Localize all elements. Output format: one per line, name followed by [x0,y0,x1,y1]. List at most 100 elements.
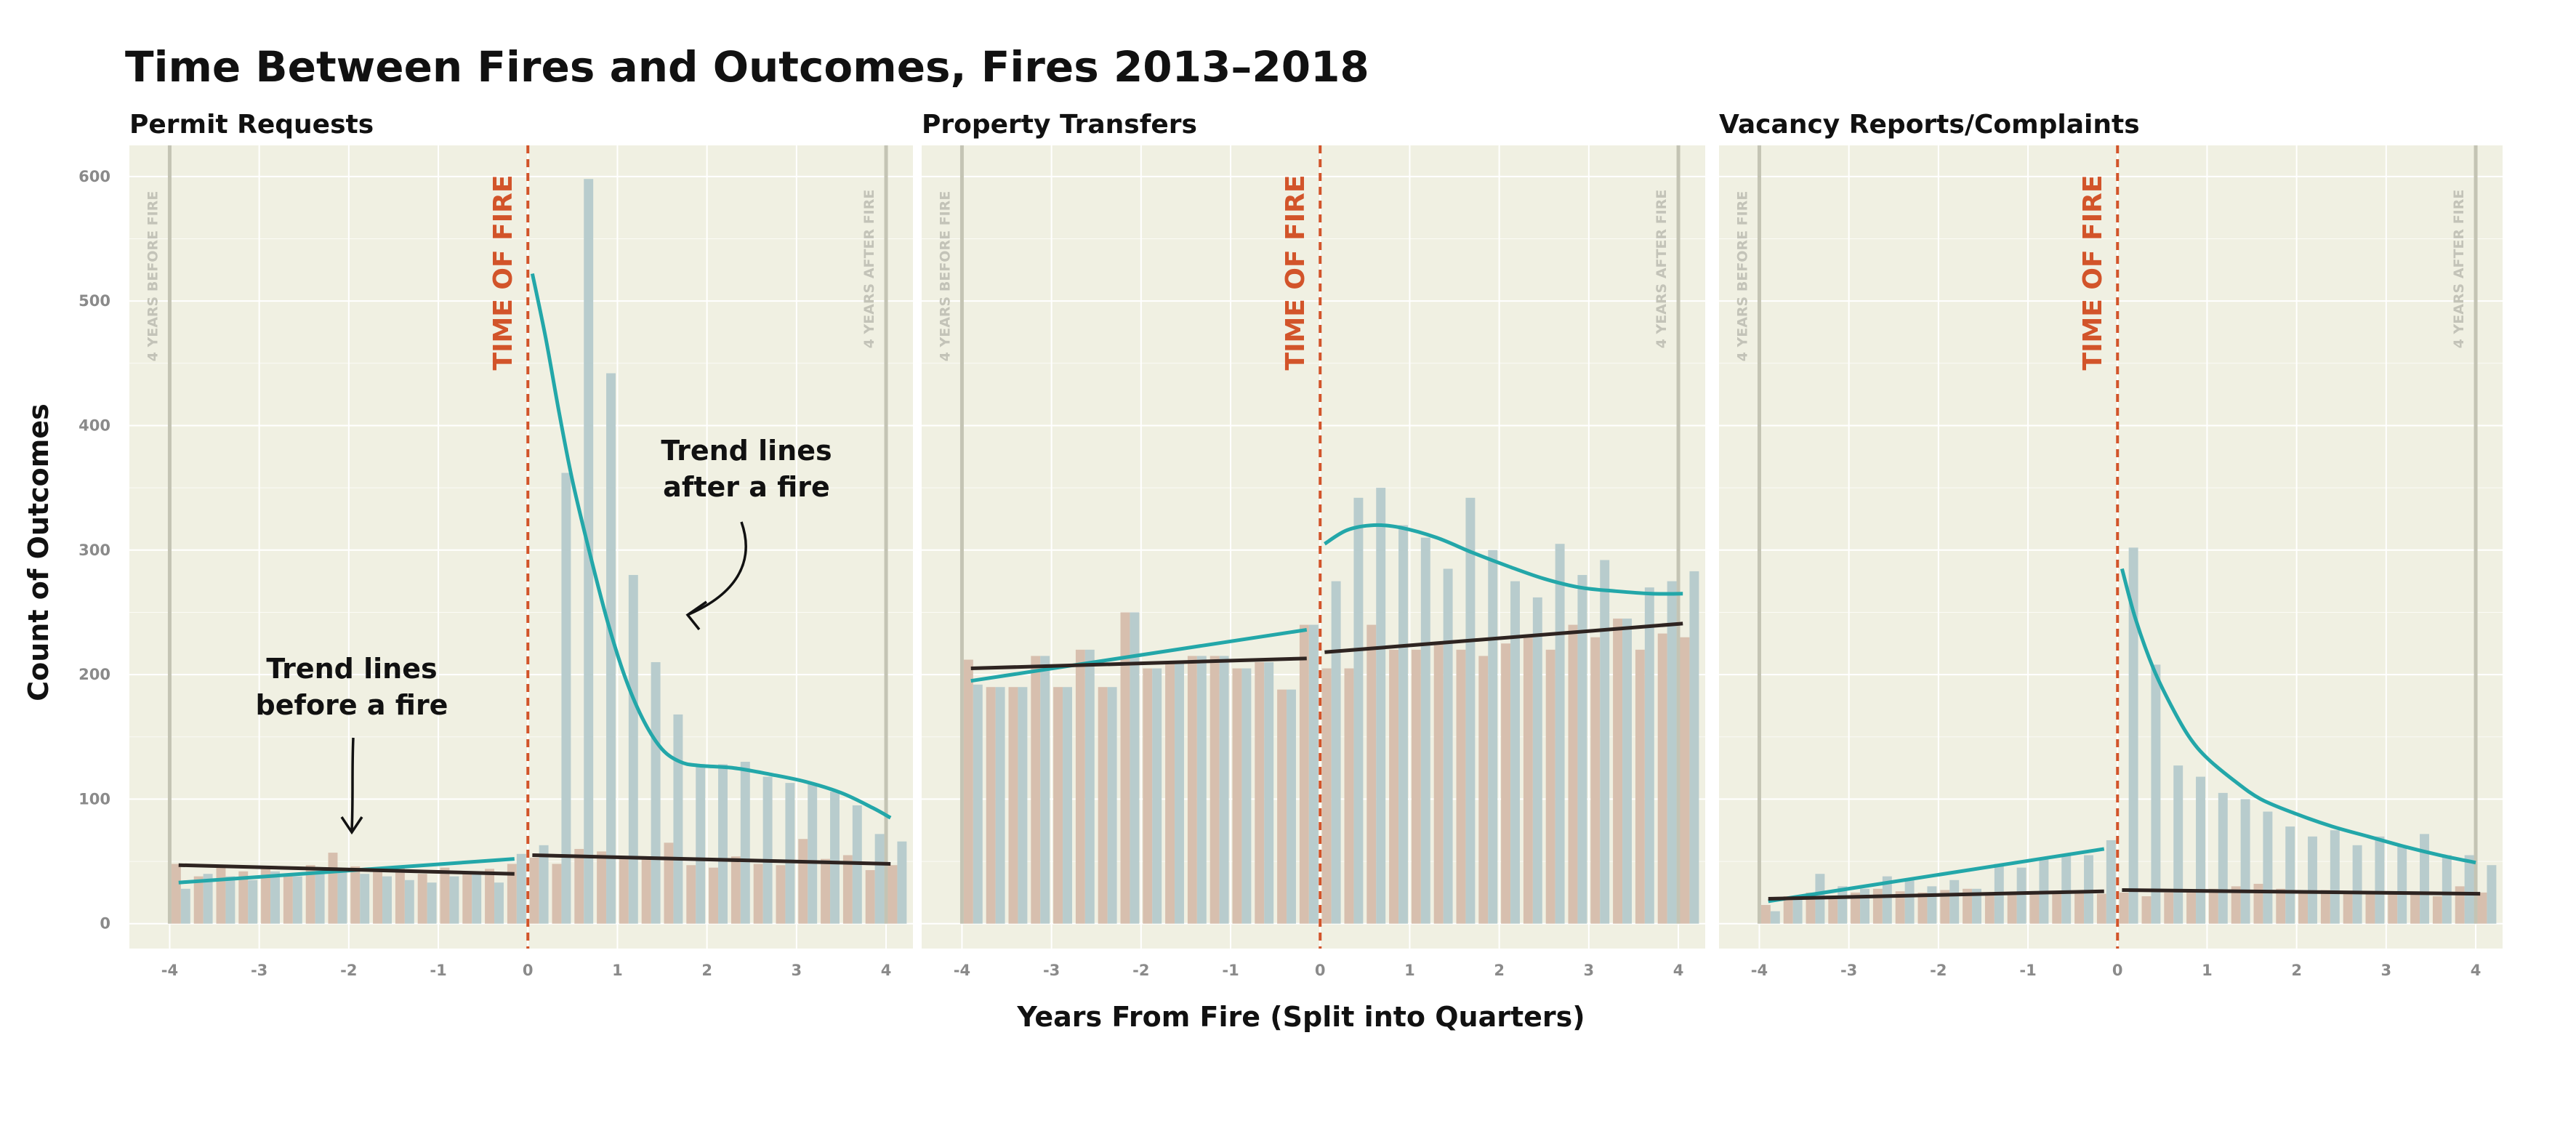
panel-title: Permit Requests [129,110,374,140]
bar-fire [2196,776,2205,924]
x-tick-label: -4 [1751,962,1768,979]
bar-comparison [1568,624,1578,924]
trend-line-comparison-after [1324,621,1683,654]
bar-fire [897,841,907,924]
bar-comparison [1187,656,1197,924]
bar-fire [270,871,280,924]
bar-fire [606,373,616,924]
bar-comparison [2320,890,2330,924]
bar-comparison [574,848,584,924]
bar-comparison [529,857,539,924]
bar-comparison [1255,661,1265,924]
x-tick-label: 2 [701,962,712,979]
y-tick-label: 600 [79,168,110,185]
bar-comparison [842,855,853,924]
bar-fire [2375,836,2385,924]
bar-comparison [798,839,808,924]
panel-background [129,145,913,949]
x-tick-label: -4 [161,962,178,979]
y-tick-label: 200 [79,666,110,683]
bar-fire [2397,846,2407,924]
chart-title: Time Between Fires and Outcomes, Fires 2… [125,42,1369,92]
bar-fire [1927,886,1937,924]
x-tick-label: 0 [1315,962,1326,979]
bar-comparison [171,864,181,924]
bar-comparison [1098,687,1108,924]
bar-fire [1152,668,1162,924]
bar-fire [382,876,392,924]
bar-comparison [283,874,293,924]
annotation-line: after a fire [663,471,830,503]
bar-fire [2151,664,2161,924]
bar-fire [1600,560,1610,924]
x-tick-label: 4 [881,962,892,979]
bar-comparison [193,876,204,924]
bar-fire [1882,876,1892,924]
bar-comparison [350,866,361,924]
bar-fire [203,874,213,924]
bar-fire [2061,855,2072,924]
bar-comparison [821,858,831,924]
bar-comparison [1367,624,1377,924]
annotation-after: Trend lines after a fire [661,435,832,503]
bar-comparison [1053,687,1063,924]
bar-comparison [216,866,226,924]
bar-comparison [1165,661,1175,924]
x-tick-label: 3 [1584,962,1595,979]
bar-comparison [1828,898,1838,924]
bar-comparison [1299,624,1309,924]
trend-line-fire-before [1768,847,2105,903]
bar-fire [1107,687,1117,924]
bar-fire [1084,649,1095,924]
bar-fire [494,882,504,924]
bar-fire [2173,765,2183,924]
x-tick-label: 0 [523,962,534,979]
trend-line-fire-after [2120,568,2476,865]
bar-fire [1860,888,1869,924]
bar-comparison [2455,886,2465,924]
y-tick-label: 300 [79,542,110,559]
bar-comparison [238,871,249,924]
x-tick-label: -4 [954,962,970,979]
bar-fire [516,853,526,924]
before-fire-label: 4 YEARS BEFORE FIRE [1734,191,1750,362]
x-tick-label: 4 [1673,962,1684,979]
bar-fire [2442,855,2452,924]
chart-panels: Permit Requests TIME OF FIRE 4 YEARS BEFOR… [79,110,2503,979]
trend-line-fire-before [970,627,1308,683]
bar-comparison [1590,637,1601,924]
bar-fire [1443,568,1453,924]
bar-comparison [440,867,450,924]
bar-comparison [2410,892,2420,924]
x-tick-label: 1 [2202,962,2213,979]
bar-fire [360,874,370,924]
panel-1: Permit Requests TIME OF FIRE 4 YEARS BEFOR… [79,110,913,979]
bar-fire [561,472,571,924]
bar-fire [628,575,638,924]
bar-comparison [2029,891,2040,924]
bar-comparison [887,865,898,924]
panel-3: Vacancy Reports/Complaints TIME OF FIRE 4 … [1719,110,2503,979]
bar-comparison [2432,896,2442,924]
time-of-fire-label: TIME OF FIRE [1281,175,1311,371]
bar-fire [248,880,258,924]
y-tick-label: 400 [79,416,110,434]
bar-comparison [2477,892,2487,924]
after-fire-label: 4 YEARS AFTER FIRE [2451,190,2467,349]
bar-fire [404,880,414,924]
time-of-fire-label: TIME OF FIRE [488,175,518,371]
bar-comparison [709,867,719,924]
x-tick-label: 0 [2112,962,2123,979]
bar-fire [1331,581,1341,924]
bar-fire [449,876,459,924]
bar-fire [1063,687,1072,924]
x-tick-label: -3 [1840,962,1857,979]
bar-fire [2106,840,2116,924]
bar-fire [718,764,728,924]
bar-comparison [1851,892,1861,924]
bar-fire [1465,497,1476,924]
bar-comparison [1984,893,1995,924]
bar-fire [225,876,236,924]
bar-comparison [2096,893,2106,924]
